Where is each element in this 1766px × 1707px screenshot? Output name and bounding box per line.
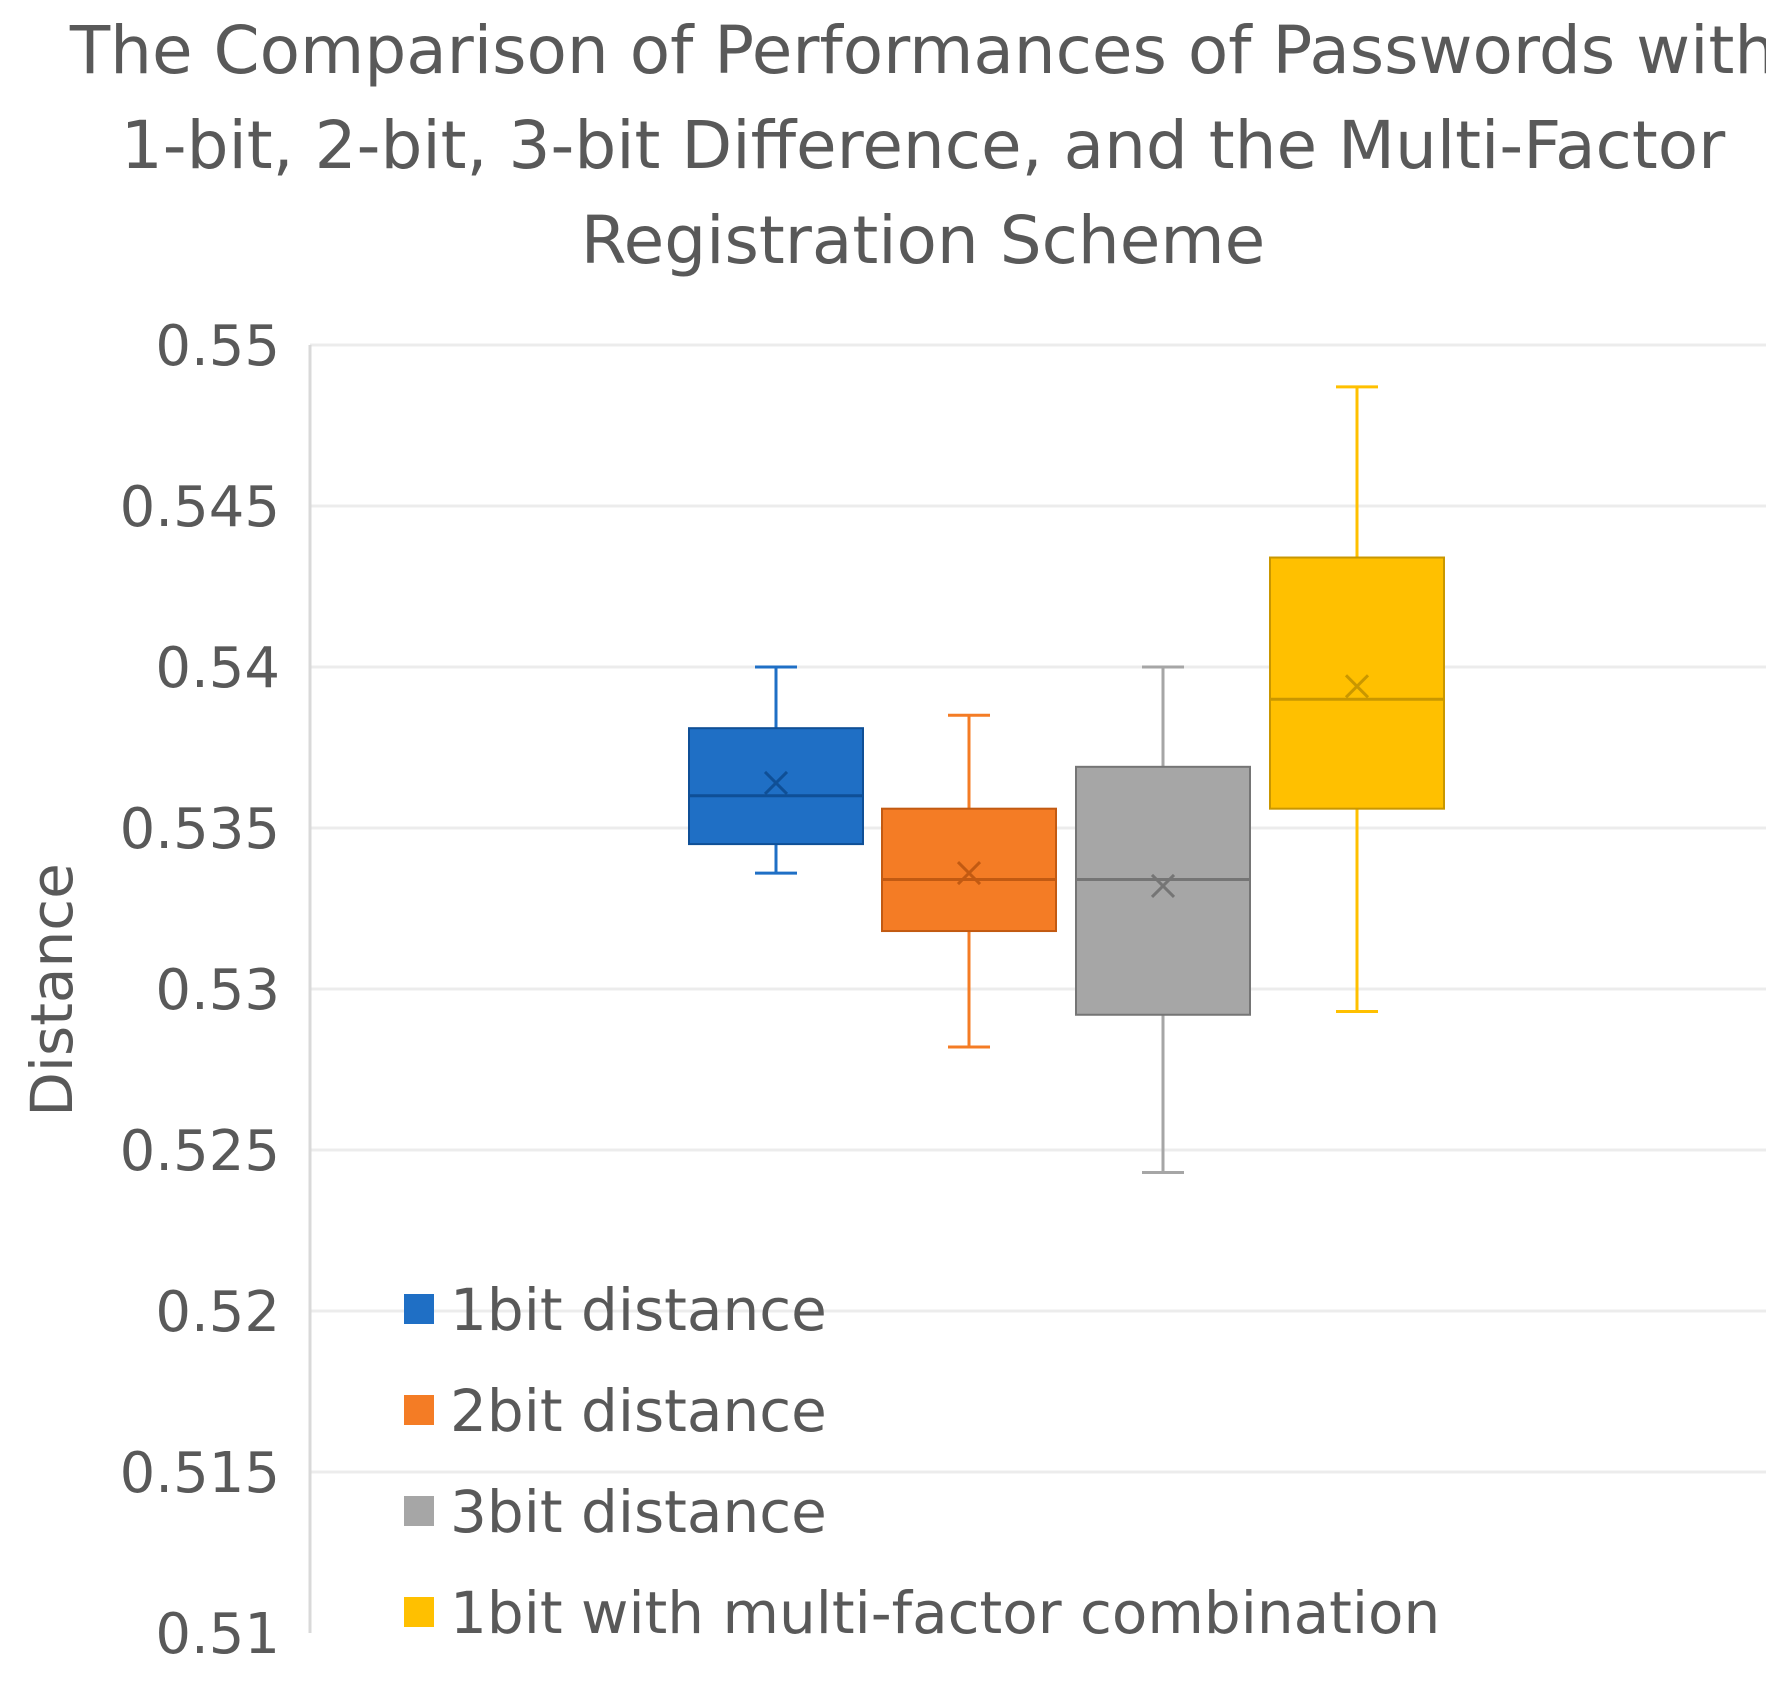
y-tick-label: 0.525 [120,1119,280,1184]
mean-marker [1150,873,1176,899]
y-tick-label: 0.54 [155,636,280,701]
box-iqr [1269,556,1445,810]
legend-item-2bit: 2bit distance [404,1377,827,1445]
mean-marker [763,770,789,795]
box-3bit [1075,665,1251,1175]
y-tick-label: 0.55 [155,314,280,379]
box-2bit [881,713,1057,1049]
legend-swatch-2bit [404,1395,434,1425]
y-tick-label: 0.53 [155,958,280,1023]
mean-marker [1344,674,1370,699]
box-iqr [688,727,864,846]
mean-marker [956,861,982,886]
y-axis-title: Distance [18,863,86,1117]
legend-label-1bit: 1bit distance [450,1276,827,1344]
box-iqr [881,807,1057,933]
box-iqr [1075,765,1251,1016]
legend-label-multi-factor: 1bit with multi-factor combination [450,1579,1440,1647]
y-tick-label: 0.535 [120,797,280,862]
box-series [688,385,1445,1175]
legend-swatch-multi-factor [404,1597,434,1627]
y-tick-label: 0.515 [120,1441,280,1506]
legend: 1bit distance 2bit distance 3bit distanc… [404,1276,1440,1647]
box-multi-factor [1269,385,1445,1014]
legend-item-3bit: 3bit distance [404,1478,827,1546]
chart-title-line-3: Registration Scheme [581,202,1266,279]
box-1bit [688,665,864,875]
legend-label-2bit: 2bit distance [450,1377,827,1445]
chart-title-line-2: 1-bit, 2-bit, 3-bit Difference, and the … [121,107,1726,184]
legend-swatch-1bit [404,1294,434,1324]
y-axis-tick-labels: 0.51 0.515 0.52 0.525 0.53 0.535 0.54 0.545 0.55 [120,314,280,1667]
y-tick-label: 0.52 [155,1280,280,1345]
y-tick-label: 0.545 [120,475,280,540]
legend-label-3bit: 3bit distance [450,1478,827,1546]
legend-item-1bit: 1bit distance [404,1276,827,1344]
chart-title-line-1: The Comparison of Performances of Passwo… [69,12,1766,89]
legend-swatch-3bit [404,1496,434,1526]
legend-item-multi-factor: 1bit with multi-factor combination [404,1579,1440,1647]
y-tick-label: 0.51 [155,1602,280,1667]
